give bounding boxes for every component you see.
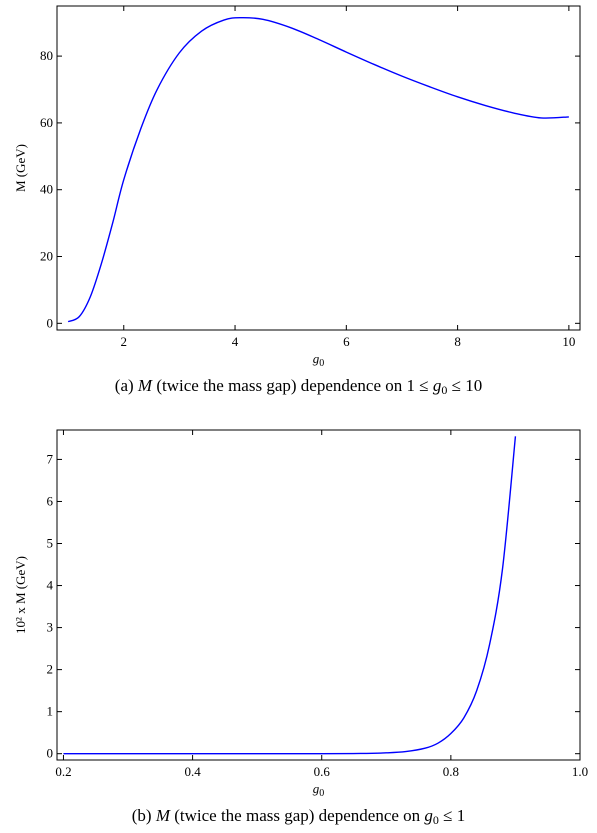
y-tick-label: 2 bbox=[47, 662, 54, 677]
y-tick-label: 4 bbox=[47, 578, 54, 593]
caption-b-sub: 0 bbox=[432, 813, 439, 827]
y-tick-label: 0 bbox=[47, 746, 54, 761]
x-axis-label: g0 bbox=[313, 351, 325, 369]
x-tick-label: 4 bbox=[232, 334, 239, 349]
y-tick-label: 3 bbox=[47, 620, 54, 635]
y-tick-label: 80 bbox=[40, 48, 53, 63]
caption-a-var2: g bbox=[432, 376, 442, 395]
y-tick-label: 60 bbox=[40, 115, 53, 130]
x-tick-label: 0.2 bbox=[55, 764, 71, 779]
y-tick-label: 5 bbox=[47, 536, 54, 551]
caption-b: (b) M (twice the mass gap) dependence on… bbox=[0, 806, 597, 828]
caption-a-var: M bbox=[137, 376, 153, 395]
caption-a: (a) M (twice the mass gap) dependence on… bbox=[0, 376, 597, 398]
caption-a-sub: 0 bbox=[441, 383, 448, 397]
caption-b-end: ≤ 1 bbox=[438, 806, 466, 825]
series-line bbox=[67, 16, 569, 323]
x-tick-label: 6 bbox=[343, 334, 350, 349]
y-tick-label: 7 bbox=[47, 451, 54, 466]
y-tick-label: 1 bbox=[47, 704, 54, 719]
chart-b: 0.2 0.4 0.6 0.8 1.0 0 1 2 3 4 5 6 7 g0 10² x M (GeV) bbox=[13, 429, 588, 799]
x-tick-label: 0.8 bbox=[443, 764, 459, 779]
x-tick-label: 2 bbox=[121, 334, 128, 349]
y-axis-label: M (GeV) bbox=[13, 144, 28, 192]
caption-b-var2: g bbox=[424, 806, 433, 825]
chart-a: 2 4 6 8 10 0 20 40 60 80 g0 M (GeV) bbox=[13, 5, 581, 369]
caption-a-tag: (a) bbox=[114, 376, 134, 395]
y-axis-label: 10² x M (GeV) bbox=[13, 556, 28, 634]
caption-a-text: (twice the mass gap) dependence on 1 ≤ bbox=[156, 376, 433, 395]
figure-a: 2 4 6 8 10 0 20 40 60 80 g0 M (GeV) (a) M (twice th… bbox=[0, 0, 597, 410]
caption-b-var: M bbox=[155, 806, 170, 825]
caption-b-text: (twice the mass gap) dependence on bbox=[174, 806, 425, 825]
plot-frame bbox=[56, 5, 581, 331]
x-axis-label: g0 bbox=[313, 781, 325, 799]
series-line bbox=[63, 436, 517, 755]
caption-a-end: ≤ 10 bbox=[447, 376, 483, 395]
y-tick-label: 0 bbox=[47, 315, 54, 330]
x-tick-label: 1.0 bbox=[572, 764, 588, 779]
x-tick-label: 0.4 bbox=[184, 764, 201, 779]
y-tick-label: 6 bbox=[47, 493, 54, 508]
x-tick-label: 10 bbox=[562, 334, 575, 349]
x-tick-label: 0.6 bbox=[314, 764, 331, 779]
figure-b: 0.2 0.4 0.6 0.8 1.0 0 1 2 3 4 5 6 7 g0 10² x M (GeV) (… bbox=[0, 410, 597, 833]
y-tick-label: 20 bbox=[40, 249, 53, 264]
x-tick-label: 8 bbox=[454, 334, 461, 349]
caption-b-tag: (b) bbox=[131, 806, 152, 825]
y-tick-label: 40 bbox=[40, 182, 53, 197]
plot-frame bbox=[56, 429, 581, 761]
